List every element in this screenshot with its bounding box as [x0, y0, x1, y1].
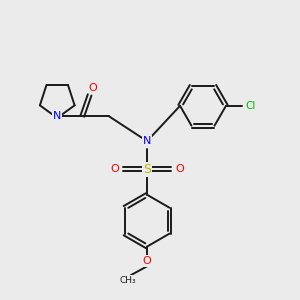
- Text: O: O: [88, 82, 97, 93]
- Text: O: O: [110, 164, 119, 174]
- Text: N: N: [143, 136, 151, 146]
- Text: Cl: Cl: [246, 101, 256, 111]
- Text: CH₃: CH₃: [120, 276, 136, 285]
- Text: O: O: [175, 164, 184, 174]
- Text: O: O: [143, 256, 152, 266]
- Text: S: S: [143, 163, 151, 176]
- Text: N: N: [53, 111, 61, 121]
